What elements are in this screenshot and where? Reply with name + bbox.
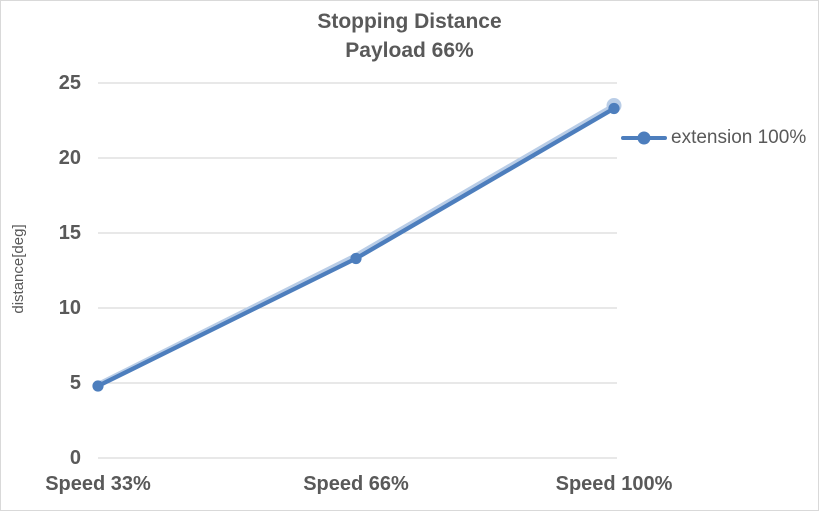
chart-title-line1: Stopping Distance (317, 10, 502, 33)
series-marker-1 (92, 380, 104, 392)
y-tick-label-0: 0 (69, 447, 81, 469)
legend-dot-icon (637, 131, 651, 145)
y-axis-title: distance[deg] (10, 224, 27, 314)
legend-line-marker-icon (621, 131, 667, 145)
x-tick-label-1: Speed 33% (45, 473, 151, 495)
series-marker-3 (608, 102, 620, 115)
x-tick-label-3: Speed 100% (555, 473, 673, 495)
legend: extension 100% (621, 126, 806, 150)
y-tick-label-20: 20 (58, 147, 81, 169)
chart-title-line2: Payload 66% (345, 39, 474, 62)
ghost-series-line (95, 103, 617, 387)
chart-title: Stopping Distance Payload 66% (1, 7, 818, 65)
y-tick-label-5: 5 (69, 372, 81, 394)
x-tick-label-2: Speed 66% (303, 473, 409, 495)
y-tick-label-25: 25 (58, 72, 81, 94)
series-marker-2 (350, 252, 362, 265)
legend-label: extension 100% (671, 127, 807, 148)
y-tick-label-15: 15 (58, 222, 81, 244)
y-tick-label-10: 10 (58, 297, 81, 319)
